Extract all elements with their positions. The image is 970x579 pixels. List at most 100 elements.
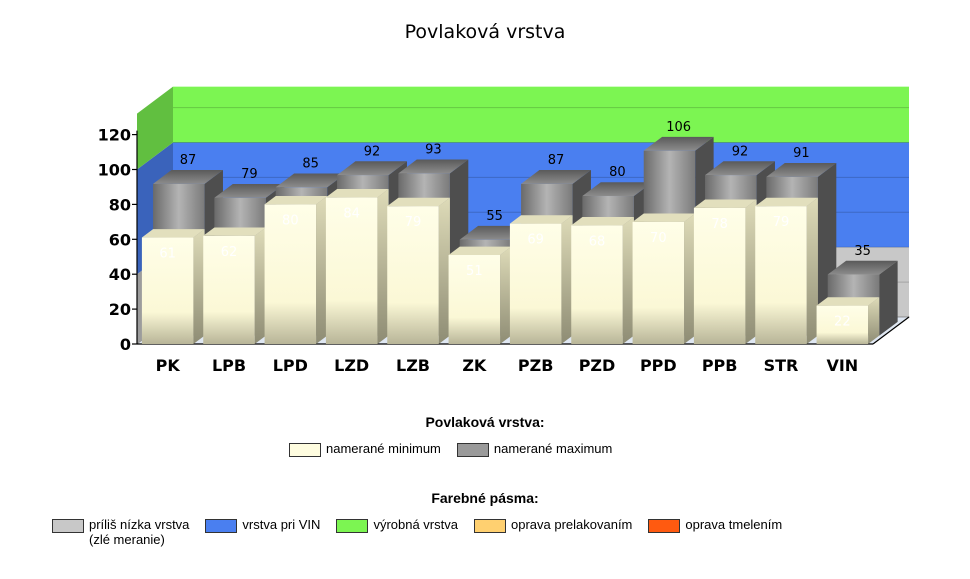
legend-series: namerané minimum namerané maximum <box>289 441 628 457</box>
bar-minimum-label: 84 <box>343 206 360 221</box>
x-axis-depth <box>872 316 910 345</box>
legend-bands-swatch <box>52 519 84 533</box>
y-tick-label: 120 <box>98 126 131 145</box>
bar-minimum-top <box>632 213 696 222</box>
bar-minimum <box>325 197 378 344</box>
x-tick-label: LPD <box>273 356 308 375</box>
x-tick-label: PPD <box>640 356 677 375</box>
legend-bands-label: príliš nízka vrstva (zlé meranie) <box>89 517 190 547</box>
bars: 87 79 85 92 93 55 87 80 106 92 91 35 61 62 80 84 79 51 69 6… <box>141 120 898 344</box>
legend-bands-item: príliš nízka vrstva (zlé meranie) <box>52 517 189 547</box>
bar-maximum-top <box>153 170 223 184</box>
legend-bands-label: výrobná vrstva <box>373 517 458 532</box>
bar-minimum <box>264 204 317 344</box>
bar-minimum-top <box>693 199 757 208</box>
bar-minimum-label: 61 <box>159 247 176 262</box>
bar-maximum-label: 80 <box>609 165 626 180</box>
bar-maximum-label: 92 <box>364 144 381 159</box>
band-100-140 <box>173 86 909 143</box>
bar-maximum-top <box>582 182 653 197</box>
bar-maximum-side <box>879 260 898 336</box>
bar-minimum-top <box>448 246 512 256</box>
y-tick-label: 0 <box>120 335 131 354</box>
bar-minimum <box>141 237 194 344</box>
bar-minimum <box>203 235 255 344</box>
bar-minimum <box>693 207 746 344</box>
bar-minimum-label: 80 <box>282 213 299 228</box>
bar-minimum <box>755 206 807 344</box>
legend-bands-label: vrstva pri VIN <box>242 517 321 532</box>
bar-minimum-side <box>316 196 328 344</box>
bar-minimum-label: 79 <box>405 215 422 230</box>
x-axis: PK LPB LPD LZD LZB ZK PZB PZD PPD PPB STR VIN <box>156 356 859 375</box>
legend-bands-label: oprava tmelením <box>685 517 783 532</box>
y-axis: 0 20 40 60 80 100 120 <box>98 126 910 354</box>
legend-series-title: Povlaková vrstva: <box>425 414 545 430</box>
bar-minimum-top <box>264 196 328 205</box>
bar-maximum-top <box>643 136 714 151</box>
bar-minimum-side <box>500 246 512 344</box>
x-tick-label: PZD <box>579 356 616 375</box>
bar-minimum <box>509 223 562 344</box>
bar-minimum-top <box>141 229 205 238</box>
legend-bands-label: oprava prelakovaním <box>510 517 633 532</box>
bar-minimum-top <box>755 197 818 207</box>
y-tick-label: 100 <box>98 161 131 180</box>
legend-bands-item: oprava tmelením <box>648 517 782 533</box>
chart: Povlaková vrstva 0 20 40 60 80 100 120 PK LPB LP… <box>98 21 910 375</box>
bar-maximum-top <box>398 159 469 174</box>
x-tick-label: LZB <box>396 356 430 375</box>
bar-minimum-side <box>745 199 757 344</box>
bar-maximum-label: 55 <box>486 209 503 224</box>
bar-maximum-label: 79 <box>241 167 258 182</box>
bar-maximum-top <box>337 161 407 176</box>
legend-series-swatch <box>456 443 489 457</box>
bar-minimum-side <box>684 213 696 344</box>
bar-minimum <box>571 225 623 344</box>
y-tick-label: 60 <box>109 230 131 249</box>
bar-maximum-label: 93 <box>425 143 442 158</box>
y-tick-label: 20 <box>109 300 131 319</box>
bar-minimum-side <box>561 215 573 344</box>
legend-bands-title: Farebné pásma: <box>431 490 539 506</box>
bar-minimum <box>816 305 869 344</box>
band-side-100-140 <box>137 86 173 170</box>
legend-series-item: namerané maximum <box>456 441 613 457</box>
bar-maximum-top <box>275 173 346 188</box>
bar-minimum-label: 62 <box>221 245 238 260</box>
bar-maximum-top <box>521 170 591 184</box>
bar-minimum-label: 78 <box>711 217 728 232</box>
legend-bands: príliš nízka vrstva (zlé meranie) vrstva … <box>52 517 798 547</box>
bar-minimum-top <box>571 216 634 226</box>
legend-bands-swatch <box>336 519 369 533</box>
legend-bands-swatch <box>205 519 238 533</box>
bar-minimum-top <box>387 197 450 207</box>
bar-minimum-label: 79 <box>773 215 790 230</box>
bar-minimum-label: 68 <box>589 234 606 249</box>
legend-series-label: namerané minimum <box>326 441 441 456</box>
x-tick-label: PZB <box>518 356 554 375</box>
legend-bands-item: oprava prelakovaním <box>473 517 633 533</box>
bar-minimum <box>632 221 685 344</box>
bar-minimum-side <box>193 229 205 344</box>
bar-minimum-label: 51 <box>466 264 483 279</box>
bar-minimum-label: 22 <box>834 315 851 330</box>
bar-maximum-label: 35 <box>854 244 871 259</box>
bar-minimum-side <box>438 197 450 344</box>
bar-maximum-label: 91 <box>793 146 810 161</box>
bar-maximum-top <box>827 260 898 275</box>
x-tick-label: VIN <box>826 356 858 375</box>
legend-series-swatch <box>289 443 321 457</box>
bar-minimum-side <box>622 216 634 344</box>
bar-maximum-top <box>214 183 285 198</box>
x-tick-label: PPB <box>702 356 738 375</box>
bar-minimum-side <box>806 197 818 344</box>
legend-series-label: namerané maximum <box>493 441 613 456</box>
bar-maximum-label: 87 <box>180 153 197 168</box>
bar-maximum-top <box>766 163 837 177</box>
bar-minimum-side <box>254 227 266 344</box>
legend-bands-item: výrobná vrstva <box>336 517 458 533</box>
bar-minimum-label: 69 <box>527 233 544 248</box>
bar-minimum <box>387 206 439 344</box>
bar-minimum-side <box>868 297 880 344</box>
